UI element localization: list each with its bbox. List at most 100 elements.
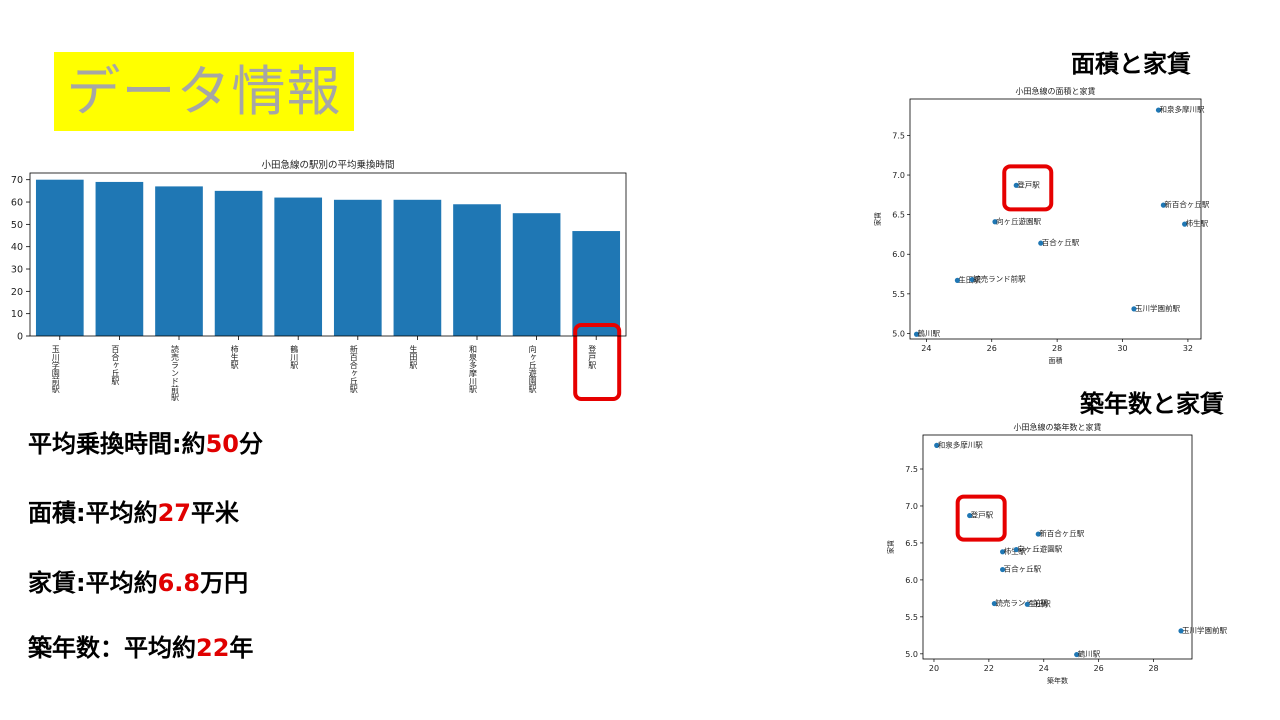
- y-tick-label: 6.0: [892, 250, 905, 259]
- y-tick-label: 6.5: [905, 539, 918, 548]
- plot-frame: [909, 98, 1202, 340]
- stat-value: 50: [205, 430, 240, 458]
- point-label: 新百合ヶ丘駅: [1164, 199, 1209, 209]
- y-tick-label: 70: [11, 175, 23, 186]
- scatter-point: [1000, 549, 1006, 555]
- point-label: 鶴川駅: [1078, 649, 1101, 659]
- bar-chart: 小田急線の駅別の平均乗換時間 0 10 20 30 40 50 60 70 玉川学園前駅 百合ヶ丘駅…: [11, 159, 627, 402]
- plot-frame: [922, 434, 1193, 660]
- bar: [274, 197, 323, 336]
- stat-unit: 平米: [191, 499, 240, 527]
- highlight-box: [1002, 164, 1054, 212]
- scatter-point: [1178, 628, 1184, 634]
- scatter-point: [967, 512, 973, 519]
- bar: [95, 181, 144, 336]
- y-tick-label: 5.0: [905, 650, 918, 659]
- x-tick-label: 新百合ヶ丘駅: [349, 344, 358, 394]
- stat-unit: 分: [239, 430, 264, 458]
- highlight-box: [573, 323, 622, 401]
- bar: [572, 231, 621, 336]
- x-tick-label: 生田駅: [409, 344, 418, 370]
- scatter-point: [1074, 651, 1080, 658]
- bar: [214, 190, 263, 336]
- age-rent-heading: 築年数と家賃: [1080, 390, 1224, 418]
- y-axis-label: 家賃: [886, 540, 895, 554]
- bar: [512, 213, 561, 336]
- x-tick-label: 玉川学園前駅: [51, 345, 60, 394]
- scatter-point: [934, 442, 940, 448]
- x-tick-label: 30: [1117, 344, 1127, 353]
- y-tick-label: 60: [11, 198, 23, 209]
- point-label: 百合ヶ丘駅: [1042, 237, 1080, 247]
- x-axis-label: 面積: [1049, 356, 1063, 365]
- y-tick-label: 0: [17, 332, 23, 343]
- x-tick-label: 32: [1183, 344, 1193, 353]
- x-tick-label: 24: [921, 344, 931, 353]
- x-tick-label: 読売ランド前駅: [171, 344, 180, 402]
- chart-title: 小田急線の駅別の平均乗換時間: [261, 159, 394, 171]
- point-label: 和泉多摩川駅: [1159, 104, 1204, 114]
- stat-transfer-time: 平均乗換時間:約50分: [28, 424, 263, 459]
- y-tick-label: 50: [11, 220, 23, 231]
- point-label: 新百合ヶ丘駅: [1039, 528, 1084, 538]
- stat-label: 築年数：平均約: [28, 634, 196, 662]
- scatter-point: [1024, 601, 1030, 607]
- x-tick-label: 登戸駅: [588, 344, 597, 370]
- point-label: 和泉多摩川駅: [938, 439, 983, 449]
- x-tick-label: 柿生駅: [230, 344, 239, 370]
- area-rent-scatter-chart: 小田急線の面積と家賃 5.0 5.5 6.0 6.5 7.0 7.5 24 26 28 30 32 面積…: [873, 86, 1210, 365]
- y-tick-label: 40: [11, 242, 23, 253]
- scatter-point: [1013, 182, 1019, 188]
- point-label: 読売ランド前駅: [995, 598, 1048, 608]
- point-label: 玉川学園前駅: [1182, 625, 1227, 635]
- y-tick-label: 7.0: [892, 171, 905, 180]
- y-tick-label: 6.5: [892, 211, 905, 220]
- point-label: 登戸駅: [1017, 179, 1040, 189]
- point-label: 鶴川駅: [918, 328, 941, 338]
- x-tick-label: 28: [1148, 664, 1158, 673]
- stat-value: 6.8: [157, 569, 201, 597]
- x-tick-label: 百合ヶ丘駅: [111, 345, 120, 386]
- bar: [35, 179, 84, 336]
- scatter-point: [1155, 107, 1162, 113]
- plot-frame: [29, 172, 627, 337]
- point-label: 向ヶ丘遊園駅: [996, 216, 1041, 226]
- point-label: 玉川学園前駅: [1135, 303, 1180, 313]
- area-rent-heading: 面積と家賃: [1071, 50, 1191, 78]
- stat-label: 面積:平均約: [28, 499, 158, 527]
- stat-area: 面積:平均約27平米: [28, 493, 239, 528]
- age-rent-scatter-chart: 小田急線の築年数と家賃 5.0 5.5 6.0 6.5 7.0 7.5 20 22 24 26 28 築…: [886, 422, 1228, 685]
- scatter-point: [1000, 566, 1006, 573]
- stat-unit: 万円: [200, 569, 249, 597]
- point-label: 読売ランド前駅: [973, 274, 1026, 284]
- bar: [333, 199, 382, 336]
- point-label: 生田駅: [1028, 598, 1051, 608]
- y-tick-label: 7.5: [892, 131, 905, 140]
- x-tick-label: 26: [987, 344, 997, 353]
- highlight-box: [955, 494, 1007, 542]
- x-axis-label: 築年数: [1047, 676, 1068, 685]
- scatter-point: [991, 600, 997, 607]
- scatter-point: [913, 331, 920, 337]
- scatter-point: [1160, 202, 1166, 208]
- stat-label: 家賃:平均約: [28, 569, 158, 597]
- page-title: データ情報: [66, 60, 342, 123]
- bar: [155, 186, 203, 336]
- scatter-point: [954, 277, 961, 283]
- scatter-point: [1038, 240, 1044, 246]
- y-tick-label: 5.5: [892, 290, 905, 299]
- x-tick-label: 28: [1052, 344, 1062, 353]
- stat-building-age: 築年数：平均約22年: [28, 628, 253, 663]
- y-axis-label: 家賃: [873, 212, 882, 226]
- y-tick-label: 5.0: [892, 329, 905, 338]
- scatter-point: [969, 276, 975, 283]
- scatter-point: [992, 219, 998, 225]
- x-tick-label: 向ヶ丘遊園駅: [528, 344, 537, 394]
- y-tick-label: 10: [11, 309, 23, 320]
- scatter-point: [1182, 221, 1188, 227]
- stat-unit: 年: [229, 634, 254, 662]
- y-tick-label: 7.0: [905, 502, 918, 511]
- y-tick-label: 30: [11, 265, 23, 276]
- x-tick-label: 26: [1094, 664, 1104, 673]
- x-tick-label: 20: [929, 664, 939, 673]
